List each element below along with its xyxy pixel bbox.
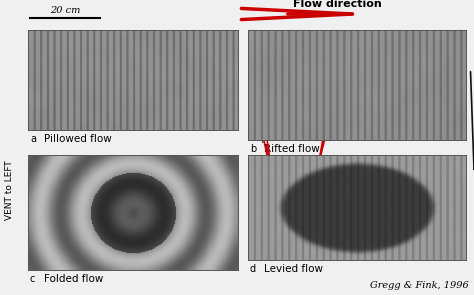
Text: Rifted flow: Rifted flow bbox=[264, 144, 320, 154]
Text: a: a bbox=[30, 134, 36, 144]
Text: Folded flow: Folded flow bbox=[44, 274, 103, 284]
Text: solid: solid bbox=[312, 134, 334, 143]
Text: liquid: liquid bbox=[254, 134, 279, 143]
Text: 20 cm: 20 cm bbox=[50, 6, 80, 15]
Text: Levied flow: Levied flow bbox=[264, 264, 323, 274]
Text: d: d bbox=[250, 264, 256, 274]
Text: VENT to LEFT: VENT to LEFT bbox=[6, 160, 15, 220]
Text: b: b bbox=[250, 144, 256, 154]
Text: Pillowed flow: Pillowed flow bbox=[44, 134, 112, 144]
Text: Gregg & Fink, 1996: Gregg & Fink, 1996 bbox=[370, 281, 469, 290]
Text: Flow direction: Flow direction bbox=[293, 0, 382, 9]
Text: c: c bbox=[30, 274, 36, 284]
